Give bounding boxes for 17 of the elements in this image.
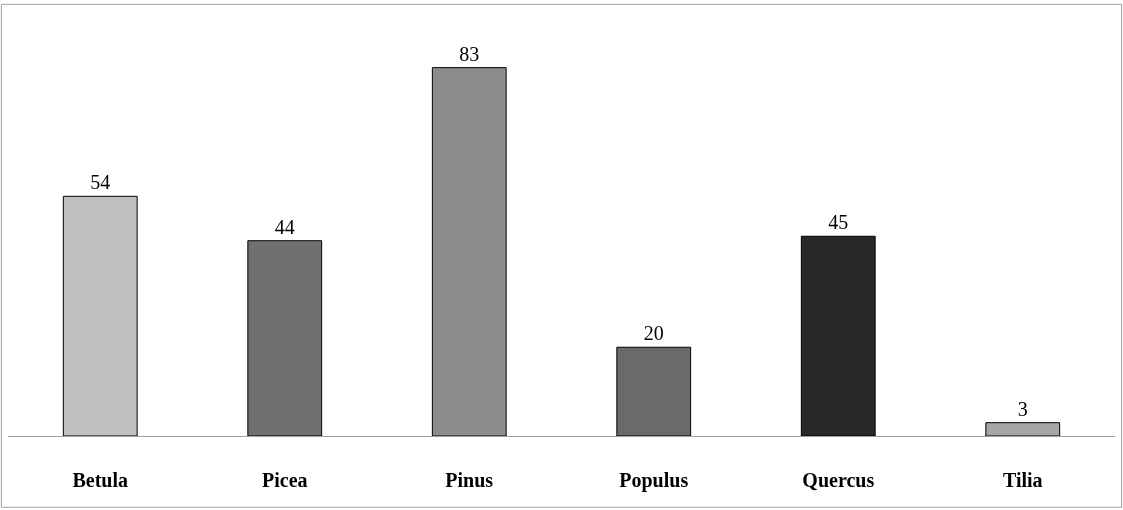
data-label: 54: [90, 171, 111, 194]
x-tick-label: Picea: [261, 469, 308, 491]
x-tick-label: Betula: [72, 469, 129, 491]
bar: [431, 67, 507, 436]
bar: [616, 346, 692, 436]
data-label: 45: [828, 211, 849, 234]
bar: [247, 240, 323, 436]
data-label: 20: [643, 322, 664, 345]
data-label: 83: [459, 42, 480, 65]
x-tick-label: Quercus: [802, 469, 875, 491]
data-label: 44: [274, 215, 295, 238]
x-tick-label: Pinus: [445, 469, 494, 491]
x-tick-label: Tilia: [1002, 469, 1043, 491]
data-label: 3: [1017, 397, 1028, 420]
bar: [800, 235, 876, 436]
bar: [62, 195, 138, 436]
x-tick-label: Populus: [619, 469, 689, 492]
